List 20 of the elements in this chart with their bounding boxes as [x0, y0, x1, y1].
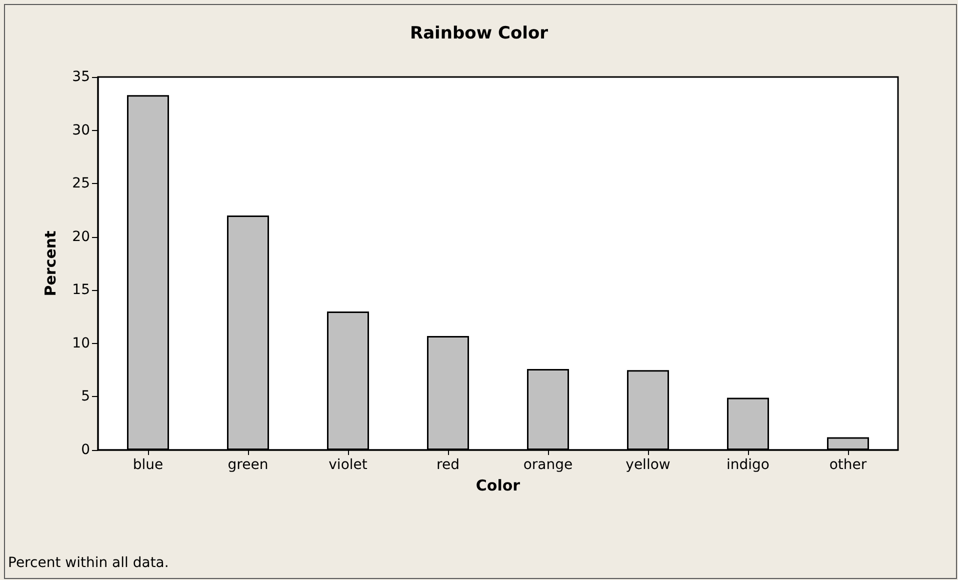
- y-tick-label: 5: [81, 388, 90, 405]
- x-axis-title: Color: [476, 476, 521, 494]
- y-tick-label: 25: [72, 176, 90, 192]
- text: Percent within all data.: [8, 555, 169, 571]
- x-tick-label: red: [436, 457, 460, 473]
- y-tick-label: 10: [72, 335, 90, 352]
- x-tick-label: yellow: [626, 457, 670, 473]
- chart-title: Rainbow Color: [410, 24, 549, 44]
- x-tick-label: indigo: [726, 457, 770, 473]
- x-tick-label: green: [228, 457, 268, 473]
- y-tick-label: 15: [72, 282, 90, 298]
- x-tick-label: orange: [523, 457, 573, 473]
- x-tick-label: blue: [132, 457, 164, 473]
- y-tick-label: 20: [72, 228, 90, 245]
- x-tick-label: other: [829, 457, 867, 473]
- y-tick-label: 30: [72, 122, 90, 138]
- y-tick-label: 0: [81, 442, 90, 458]
- y-tick-label: 35: [72, 69, 90, 85]
- y-axis-title: Percent: [42, 230, 60, 296]
- x-tick-label: violet: [328, 457, 368, 473]
